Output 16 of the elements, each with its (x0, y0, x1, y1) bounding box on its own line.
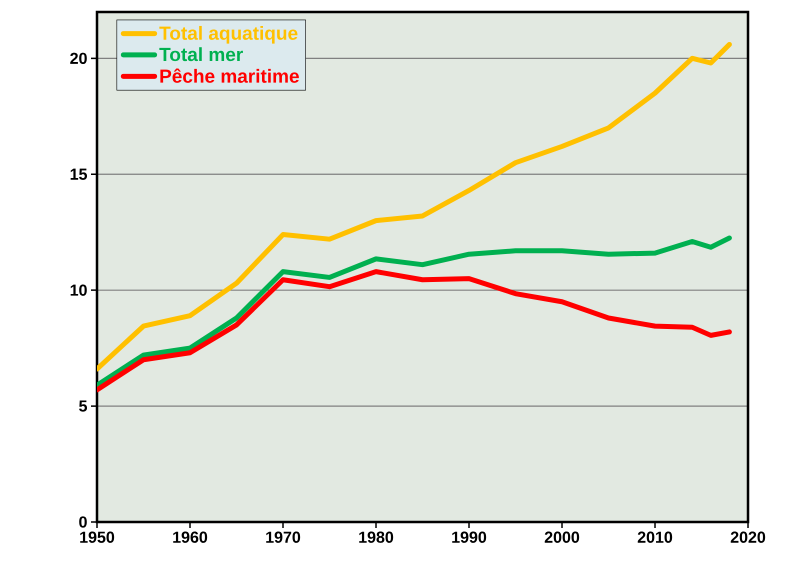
legend-label: Total aquatique (159, 26, 298, 44)
legend-label: Pêche maritime (160, 68, 299, 83)
x-tick-label: 1980 (359, 532, 394, 543)
x-tick-label: 2020 (730, 532, 766, 543)
y-tick-label: 15 (70, 168, 88, 180)
x-tick-label: 1970 (266, 532, 300, 543)
x-tick-label: 1990 (452, 532, 486, 543)
y-tick-label: 0 (79, 516, 87, 528)
x-tick-label: 2000 (544, 532, 580, 543)
x-tick-label: 1950 (80, 532, 114, 543)
y-tick-label: 20 (70, 52, 87, 64)
x-tick-label: 1960 (173, 532, 208, 543)
y-tick-label: 10 (70, 284, 87, 296)
legend-label: Total mer (159, 47, 243, 62)
y-tick-label: 5 (79, 400, 88, 412)
x-tick-label: 2010 (638, 532, 672, 543)
